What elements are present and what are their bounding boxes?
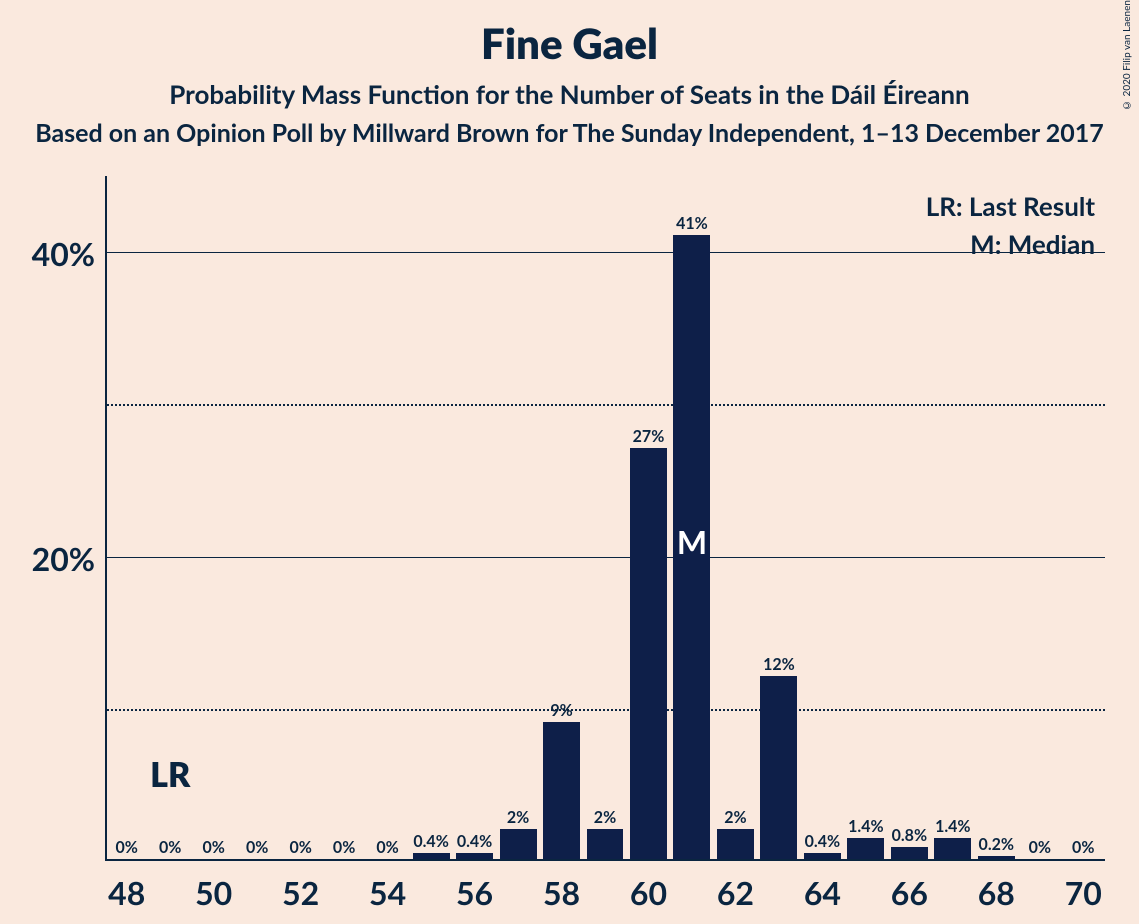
bar-value-label: 0.4% — [457, 832, 492, 851]
bar-value-label: 12% — [763, 655, 795, 674]
x-tick-label: 48 — [108, 873, 145, 912]
x-tick-label: 50 — [195, 873, 232, 912]
bar-value-label: 0% — [1072, 838, 1094, 857]
bar — [847, 838, 884, 859]
bar-value-label: 0.4% — [805, 832, 840, 851]
bar-value-label: 1.4% — [935, 817, 970, 836]
bar-value-label: 0% — [116, 838, 138, 857]
bar-value-label: 0.8% — [892, 826, 927, 845]
gridline — [107, 404, 1105, 406]
x-tick-label: 58 — [543, 873, 580, 912]
bar-value-label: 1.4% — [848, 817, 883, 836]
x-tick-label: 62 — [717, 873, 754, 912]
y-axis — [105, 176, 107, 861]
x-tick-label: 54 — [369, 873, 406, 912]
x-tick-label: 70 — [1065, 873, 1102, 912]
x-tick-label: 68 — [978, 873, 1015, 912]
lr-marker: LR — [150, 754, 190, 795]
chart-plot-area: 20%40%0%0%0%0%0%0%0%0.4%0.4%2%9%2%27%41%… — [105, 176, 1105, 861]
bar-value-label: 0% — [333, 838, 355, 857]
x-tick-label: 52 — [282, 873, 319, 912]
bar — [891, 847, 928, 859]
gridline — [107, 252, 1105, 253]
legend-lr: LR: Last Result — [926, 190, 1095, 222]
x-axis — [105, 859, 1105, 861]
bar-value-label: 0% — [1029, 838, 1051, 857]
bar — [804, 853, 841, 859]
bar — [543, 722, 580, 859]
gridline — [107, 709, 1105, 711]
bar-value-label: 0% — [246, 838, 268, 857]
bar — [760, 676, 797, 859]
bar-value-label: 0% — [202, 838, 224, 857]
bar-value-label: 0% — [289, 838, 311, 857]
bar — [978, 856, 1015, 859]
x-tick-label: 64 — [804, 873, 841, 912]
x-tick-label: 66 — [891, 873, 928, 912]
chart-title: Fine Gael — [0, 18, 1139, 68]
y-tick-label: 20% — [15, 539, 95, 578]
bar-value-label: 2% — [507, 808, 529, 827]
gridline — [107, 557, 1105, 558]
chart-source-line: Based on an Opinion Poll by Millward Bro… — [0, 118, 1139, 148]
bar-value-label: 0.2% — [979, 835, 1014, 854]
legend-median: M: Median — [970, 228, 1095, 260]
y-tick-label: 40% — [15, 234, 95, 273]
bar-value-label: 41% — [676, 214, 708, 233]
bar-value-label: 9% — [550, 701, 572, 720]
bar-value-label: 0% — [159, 838, 181, 857]
bar-value-label: 0.4% — [413, 832, 448, 851]
bar — [587, 829, 624, 859]
bar — [934, 838, 971, 859]
bar-value-label: 2% — [594, 808, 616, 827]
bar — [630, 448, 667, 859]
bar-value-label: 2% — [724, 808, 746, 827]
bar-value-label: 27% — [633, 427, 665, 446]
bar — [717, 829, 754, 859]
bar-value-label: 0% — [376, 838, 398, 857]
bar — [456, 853, 493, 859]
x-tick-label: 56 — [456, 873, 493, 912]
bar — [500, 829, 537, 859]
x-tick-label: 60 — [630, 873, 667, 912]
median-marker: M — [677, 522, 707, 561]
chart-subtitle: Probability Mass Function for the Number… — [0, 78, 1139, 110]
bar — [413, 853, 450, 859]
